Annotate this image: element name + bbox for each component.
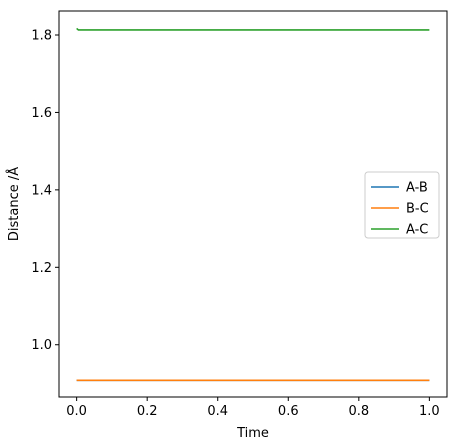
x-tick-label: 0.2	[137, 404, 158, 419]
legend-label: A-C	[406, 223, 428, 238]
x-tick-label: 0.6	[278, 404, 299, 419]
x-tick-label: 1.0	[419, 404, 440, 419]
y-axis: 1.0 1.2 1.4 1.6 1.8	[31, 29, 59, 353]
y-tick-label: 1.6	[31, 106, 52, 121]
y-tick-label: 1.4	[31, 183, 52, 198]
legend-label: B-C	[406, 202, 429, 217]
y-tick-label: 1.8	[31, 29, 52, 44]
axes-frame	[58, 10, 448, 398]
legend-box	[364, 171, 440, 239]
y-tick-label: 1.2	[31, 261, 52, 276]
x-tick-label: 0.4	[207, 404, 228, 419]
series-line-a-c	[76, 27, 430, 31]
x-tick-label: 0.0	[66, 404, 87, 419]
legend-label: A-B	[406, 181, 428, 196]
y-axis-label: Distance /Å	[6, 167, 22, 241]
x-axis-label: Time	[236, 426, 269, 441]
legend: A-B B-C A-C	[364, 171, 440, 239]
x-axis: 0.0 0.2 0.4 0.6 0.8 1.0	[66, 397, 440, 419]
series-layer	[76, 27, 430, 382]
x-tick-label: 0.8	[348, 404, 369, 419]
y-tick-label: 1.0	[31, 338, 52, 353]
